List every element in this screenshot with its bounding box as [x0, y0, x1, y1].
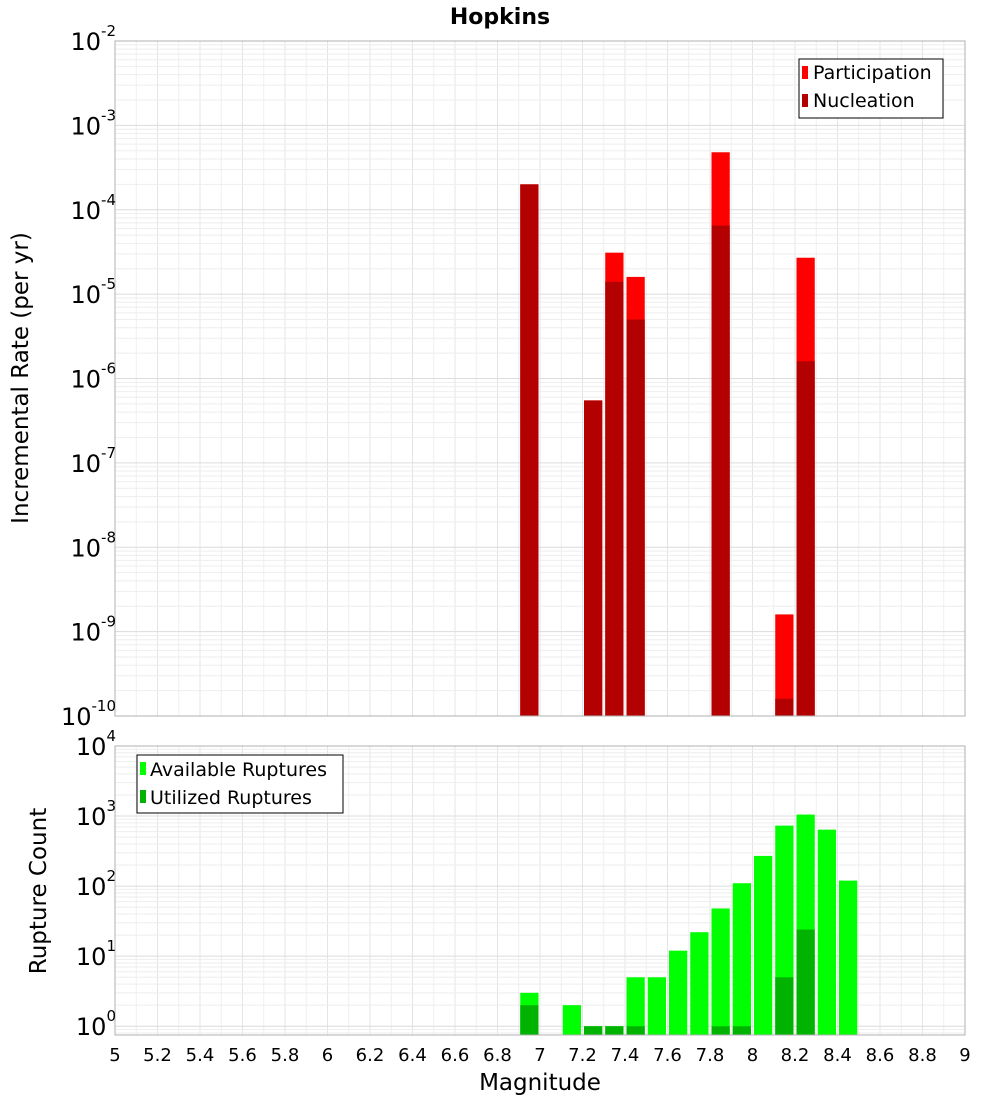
legend-swatch-available [140, 762, 146, 775]
bar-nucleation [775, 698, 794, 716]
x-tick-labels: 5 5.2 5.4 5.6 5.8 6 6.2 6.4 6.6 6.8 7 7.2 7.4 7.6 7.8 8… [109, 1045, 970, 1066]
x-tick-label: 7.2 [568, 1045, 597, 1066]
y-tick-label: 10-6 [70, 360, 116, 394]
bar-available-ruptures [669, 950, 688, 1035]
x-tick-label: 6 [322, 1045, 333, 1066]
top-legend: Participation Nucleation [798, 58, 944, 119]
bottom-plot-frame [114, 745, 966, 1036]
bar-available-ruptures [839, 880, 858, 1035]
bottom-y-axis-label: Rupture Count [26, 808, 52, 974]
x-tick-label: 7 [534, 1045, 545, 1066]
bottom-legend: Available Ruptures Utilized Ruptures [136, 754, 344, 814]
bar-nucleation [796, 361, 815, 716]
chart-title: Hopkins [450, 5, 550, 30]
y-tick-label: 10-7 [70, 444, 116, 478]
x-tick-label: 7.8 [696, 1045, 725, 1066]
bar-available-ruptures [817, 829, 836, 1035]
legend-label-nucleation: Nucleation [813, 90, 915, 112]
top-bars [520, 152, 815, 717]
y-tick-label: 10-8 [70, 528, 116, 562]
x-tick-label: 8.2 [781, 1045, 810, 1066]
legend-swatch-utilized [140, 790, 146, 803]
bar-nucleation [605, 281, 624, 716]
bar-available-ruptures [626, 977, 645, 1035]
x-axis-label: Magnitude [479, 1070, 601, 1096]
bar-nucleation [626, 319, 645, 716]
y-tick-label: 104 [76, 727, 116, 761]
bottom-y-tick-labels: 100 101 102 103 104 [76, 727, 116, 1041]
bar-available-ruptures [647, 977, 666, 1035]
bar-utilized-ruptures [732, 1026, 751, 1035]
x-tick-label: 5.8 [271, 1045, 300, 1066]
bar-available-ruptures [711, 908, 730, 1035]
x-tick-label: 7.4 [611, 1045, 640, 1066]
x-tick-label: 8.4 [823, 1045, 852, 1066]
top-y-tick-labels: 10-10 10-9 10-8 10-7 10-6 10-5 10-4 10-3 10-2 [61, 22, 116, 731]
bar-available-ruptures [732, 883, 751, 1035]
legend-label-participation: Participation [813, 62, 932, 84]
y-tick-label: 10-4 [70, 191, 116, 225]
top-legend-box [798, 58, 944, 119]
bar-available-ruptures [690, 932, 709, 1035]
y-tick-label: 102 [76, 867, 116, 901]
x-tick-label: 5.6 [228, 1045, 257, 1066]
bar-utilized-ruptures [796, 929, 815, 1035]
top-plot-frame [114, 40, 966, 717]
bar-nucleation [520, 184, 539, 717]
bar-utilized-ruptures [584, 1026, 603, 1035]
bar-utilized-ruptures [775, 977, 794, 1035]
bar-utilized-ruptures [626, 1026, 645, 1035]
bar-nucleation [584, 400, 603, 716]
legend-label-available: Available Ruptures [150, 759, 327, 781]
x-tick-label: 7.6 [653, 1045, 682, 1066]
bar-participation [775, 614, 794, 716]
bottom-legend-box [136, 754, 344, 814]
x-tick-label: 9 [959, 1045, 970, 1066]
y-tick-label: 10-10 [61, 697, 116, 731]
bar-utilized-ruptures [711, 1026, 730, 1035]
y-tick-label: 103 [76, 797, 116, 831]
y-tick-label: 101 [76, 937, 116, 971]
legend-label-utilized: Utilized Ruptures [150, 787, 312, 809]
x-tick-label: 5 [109, 1045, 120, 1066]
legend-swatch-nucleation [802, 94, 808, 107]
bar-available-ruptures [754, 855, 773, 1035]
bottom-bars [520, 814, 858, 1035]
y-tick-label: 100 [76, 1007, 116, 1041]
x-tick-label: 6.6 [441, 1045, 470, 1066]
x-tick-label: 6.8 [483, 1045, 512, 1066]
legend-swatch-participation [802, 66, 808, 79]
x-tick-label: 8.8 [908, 1045, 937, 1066]
y-tick-label: 10-2 [70, 22, 116, 56]
x-tick-label: 8 [747, 1045, 758, 1066]
bar-nucleation [711, 225, 730, 716]
top-y-axis-label: Incremental Rate (per yr) [8, 232, 34, 524]
x-tick-label: 6.2 [356, 1045, 385, 1066]
y-tick-label: 10-3 [70, 106, 116, 140]
bar-utilized-ruptures [605, 1026, 624, 1035]
y-tick-label: 10-9 [70, 613, 116, 647]
x-tick-label: 6.4 [398, 1045, 427, 1066]
top-grid [114, 40, 966, 717]
bar-utilized-ruptures [520, 1005, 539, 1035]
x-tick-label: 8.6 [866, 1045, 895, 1066]
bar-available-ruptures [562, 1005, 581, 1035]
y-tick-label: 10-5 [70, 275, 116, 309]
x-tick-label: 5.2 [143, 1045, 172, 1066]
x-tick-label: 5.4 [186, 1045, 215, 1066]
